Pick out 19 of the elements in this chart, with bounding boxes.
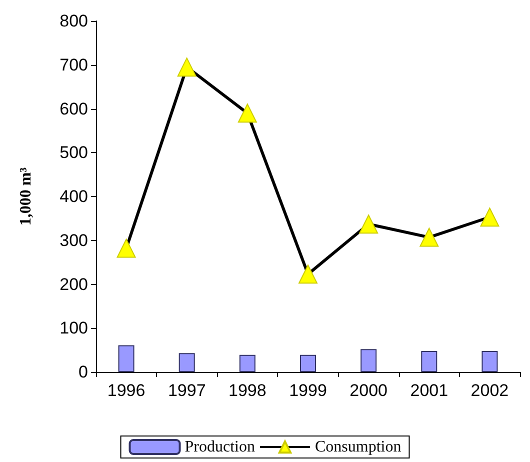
x-tick-label: 1999: [289, 381, 327, 400]
y-axis-title: 1,000 m³: [18, 167, 34, 226]
y-tick-label: 300: [60, 230, 88, 250]
y-tick-label: 500: [60, 143, 88, 162]
y-tick-label: 100: [60, 318, 88, 338]
y-tick-label: 800: [60, 12, 88, 30]
x-tick-label: 2000: [350, 381, 388, 400]
legend-label: Consumption: [314, 438, 402, 456]
legend-label: Production: [184, 438, 255, 456]
x-tick-label: 1998: [228, 381, 266, 400]
x-tick-label: 2002: [470, 381, 509, 400]
x-tick-label: 1997: [168, 381, 206, 400]
y-tick-label: 0: [78, 362, 88, 382]
y-tick-label: 400: [60, 187, 88, 206]
x-tick-label: 2001: [410, 381, 448, 400]
x-tick-label: 1996: [107, 381, 146, 400]
y-tick-label: 200: [60, 274, 88, 294]
y-tick-label: 700: [60, 55, 88, 74]
y-tick-label: 600: [60, 99, 88, 118]
